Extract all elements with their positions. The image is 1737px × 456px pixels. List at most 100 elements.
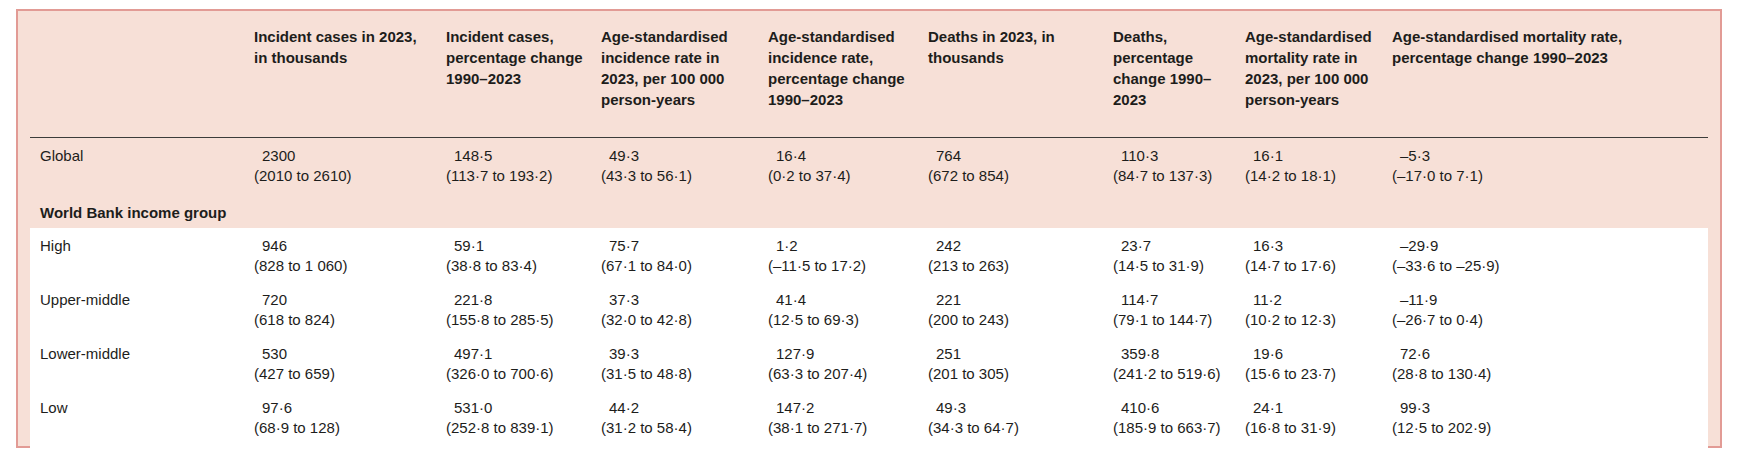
cell-value: 530: [254, 344, 430, 364]
cell: 2300(2010 to 2610): [252, 138, 444, 199]
cell-ci: (155·8 to 285·5): [446, 310, 585, 330]
cell: 44·2(31·2 to 58·4): [599, 390, 766, 456]
cell: 49·3(43·3 to 56·1): [599, 138, 766, 199]
cell-value: 16·4: [768, 146, 912, 166]
cell-value: 16·1: [1245, 146, 1376, 166]
column-header-incident-change: Incident cases, percentage change 1990–2…: [444, 11, 599, 138]
cell: –5·3(–17·0 to 7·1): [1390, 138, 1708, 199]
row-label: Lower-middle: [30, 336, 252, 390]
cell-ci: (618 to 824): [254, 310, 430, 330]
cell: 75·7(67·1 to 84·0): [599, 228, 766, 282]
cell: –11·9(–26·7 to 0·4): [1390, 282, 1708, 336]
cell-value: 49·3: [601, 146, 752, 166]
cell-value: 251: [928, 344, 1097, 364]
cell-value: 359·8: [1113, 344, 1229, 364]
row-label: Global: [30, 138, 252, 199]
table-row-upper-middle: Upper-middle 720(618 to 824) 221·8(155·8…: [30, 282, 1708, 336]
cell-value: 44·2: [601, 398, 752, 418]
cell: 221(200 to 243): [926, 282, 1111, 336]
section-header-label: World Bank income group: [30, 198, 1708, 228]
cell: 99·3(12·5 to 202·9): [1390, 390, 1708, 456]
cell-ci: (–11·5 to 17·2): [768, 256, 912, 276]
cell-value: 110·3: [1113, 146, 1229, 166]
cell-value: 19·6: [1245, 344, 1376, 364]
cell: 531·0(252·8 to 839·1): [444, 390, 599, 456]
cell-value: 11·2: [1245, 290, 1376, 310]
cell-value: 497·1: [446, 344, 585, 364]
cell-ci: (2010 to 2610): [254, 166, 430, 186]
cell-value: 23·7: [1113, 236, 1229, 256]
row-label: High: [30, 228, 252, 282]
cell-value: 59·1: [446, 236, 585, 256]
cell-ci: (28·8 to 130·4): [1392, 364, 1694, 384]
cell-ci: (15·6 to 23·7): [1245, 364, 1376, 384]
cell-value: 16·3: [1245, 236, 1376, 256]
cell-ci: (31·2 to 58·4): [601, 418, 752, 438]
cell-value: 39·3: [601, 344, 752, 364]
cell: 24·1(16·8 to 31·9): [1243, 390, 1390, 456]
column-header-deaths: Deaths in 2023, in thousands: [926, 11, 1111, 138]
table-body: Global 2300(2010 to 2610) 148·5(113·7 to…: [30, 138, 1708, 456]
cell-value: 2300: [254, 146, 430, 166]
cell-ci: (113·7 to 193·2): [446, 166, 585, 186]
cell: 720(618 to 824): [252, 282, 444, 336]
table-row-global: Global 2300(2010 to 2610) 148·5(113·7 to…: [30, 138, 1708, 199]
cell-value: 946: [254, 236, 430, 256]
cell-ci: (326·0 to 700·6): [446, 364, 585, 384]
cell-value: 531·0: [446, 398, 585, 418]
cell-ci: (201 to 305): [928, 364, 1097, 384]
cell-value: 72·6: [1392, 344, 1694, 364]
cell-ci: (43·3 to 56·1): [601, 166, 752, 186]
cell-ci: (828 to 1 060): [254, 256, 430, 276]
cell-ci: (38·8 to 83·4): [446, 256, 585, 276]
cell-ci: (14·2 to 18·1): [1245, 166, 1376, 186]
cell-ci: (31·5 to 48·8): [601, 364, 752, 384]
cell-ci: (32·0 to 42·8): [601, 310, 752, 330]
cell: 221·8(155·8 to 285·5): [444, 282, 599, 336]
cell-value: 75·7: [601, 236, 752, 256]
cell: 114·7(79·1 to 144·7): [1111, 282, 1243, 336]
cell-ci: (0·2 to 37·4): [768, 166, 912, 186]
cell-value: 242: [928, 236, 1097, 256]
cell-ci: (200 to 243): [928, 310, 1097, 330]
cell: 946(828 to 1 060): [252, 228, 444, 282]
cell-ci: (–33·6 to –25·9): [1392, 256, 1694, 276]
cell-ci: (14·7 to 17·6): [1245, 256, 1376, 276]
cell: 97·6(68·9 to 128): [252, 390, 444, 456]
cell-value: 720: [254, 290, 430, 310]
row-label: Upper-middle: [30, 282, 252, 336]
cell-value: 114·7: [1113, 290, 1229, 310]
cell-value: 99·3: [1392, 398, 1694, 418]
cell-value: 764: [928, 146, 1097, 166]
cell: 251(201 to 305): [926, 336, 1111, 390]
cell-ci: (241·2 to 519·6): [1113, 364, 1229, 384]
cell-value: 49·3: [928, 398, 1097, 418]
cell-value: 24·1: [1245, 398, 1376, 418]
table-row-high: High 946(828 to 1 060) 59·1(38·8 to 83·4…: [30, 228, 1708, 282]
cell: 16·4(0·2 to 37·4): [766, 138, 926, 199]
cell-ci: (14·5 to 31·9): [1113, 256, 1229, 276]
column-header-incident-cases: Incident cases in 2023, in thousands: [252, 11, 444, 138]
cell: 148·5(113·7 to 193·2): [444, 138, 599, 199]
table-row-low: Low 97·6(68·9 to 128) 531·0(252·8 to 839…: [30, 390, 1708, 456]
cell-ci: (79·1 to 144·7): [1113, 310, 1229, 330]
table-header: Incident cases in 2023, in thousands Inc…: [30, 11, 1708, 138]
cell-value: –11·9: [1392, 290, 1694, 310]
cell: 497·1(326·0 to 700·6): [444, 336, 599, 390]
header-blank-cell: [30, 11, 252, 138]
cell-value: 127·9: [768, 344, 912, 364]
cell-ci: (12·5 to 202·9): [1392, 418, 1694, 438]
cell: 23·7(14·5 to 31·9): [1111, 228, 1243, 282]
cell-value: –5·3: [1392, 146, 1694, 166]
cell: 530(427 to 659): [252, 336, 444, 390]
cell: 41·4(12·5 to 69·3): [766, 282, 926, 336]
cell-value: 41·4: [768, 290, 912, 310]
cell: 72·6(28·8 to 130·4): [1390, 336, 1708, 390]
cell-ci: (38·1 to 271·7): [768, 418, 912, 438]
cell: 410·6(185·9 to 663·7): [1111, 390, 1243, 456]
cell: 764(672 to 854): [926, 138, 1111, 199]
cell: 16·3(14·7 to 17·6): [1243, 228, 1390, 282]
cell: 39·3(31·5 to 48·8): [599, 336, 766, 390]
cell-value: 221·8: [446, 290, 585, 310]
cell: –29·9(–33·6 to –25·9): [1390, 228, 1708, 282]
